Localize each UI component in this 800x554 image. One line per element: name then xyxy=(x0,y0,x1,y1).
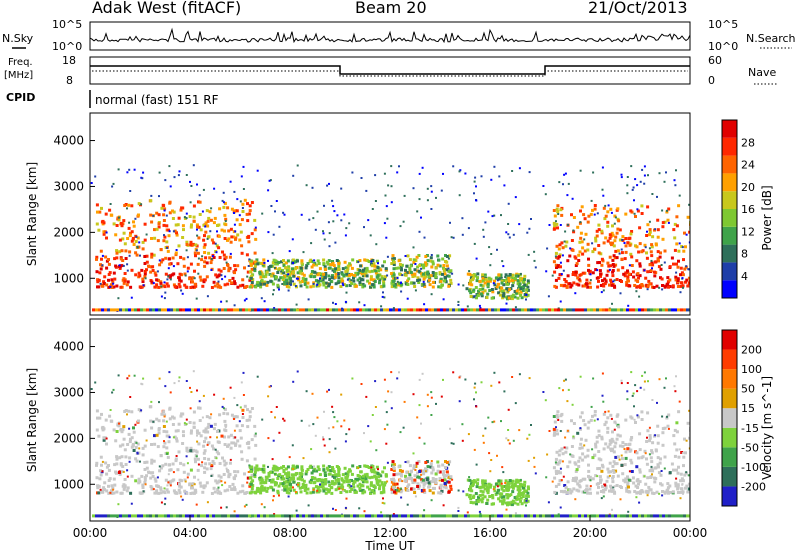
cpid-text: normal (fast) 151 RF xyxy=(95,93,219,107)
colorbar-tick-label: 50 xyxy=(741,383,755,396)
freq-panel-frame xyxy=(89,56,691,85)
colorbar-swatch xyxy=(722,137,737,156)
colorbar-swatch xyxy=(722,155,737,174)
velocity-ylabel: Slant Range [km] xyxy=(25,368,39,472)
velocity-scatter xyxy=(90,370,690,518)
nave-trace xyxy=(92,70,688,77)
colorbar-tick-label: 4 xyxy=(741,270,748,283)
colorbar-tick-label: 28 xyxy=(741,136,755,149)
colorbar-swatch xyxy=(722,262,737,281)
y-tick-label: 1000 xyxy=(53,477,84,491)
date-title: 21/Oct/2013 xyxy=(588,0,688,17)
y-tick-label: 3000 xyxy=(53,179,84,193)
noise-trace xyxy=(89,27,691,44)
colorbar-tick-label: 24 xyxy=(741,159,755,172)
colorbar-swatch xyxy=(722,427,737,448)
colorbar-swatch xyxy=(722,330,737,350)
colorbar-swatch xyxy=(722,486,737,506)
x-tick-label: 00:00 xyxy=(73,526,108,540)
x-axis-label: Time UT xyxy=(364,539,415,553)
colorbar-tick-label: -15 xyxy=(741,422,759,435)
freq-unit: [MHz] xyxy=(4,70,33,81)
nave-label: Nave xyxy=(748,66,776,79)
colorbar-tick-label: -200 xyxy=(741,480,766,493)
nsky-tick-top: 10^5 xyxy=(52,18,82,31)
colorbar-tick-label: -100 xyxy=(741,461,766,474)
x-tick-label: 00:00 xyxy=(673,526,708,540)
colorbar-swatch xyxy=(722,388,737,409)
colorbar-tick-label: 200 xyxy=(741,344,762,357)
y-tick-label: 4000 xyxy=(53,134,84,148)
colorbar-swatch xyxy=(722,408,737,428)
colorbar-swatch xyxy=(722,280,737,298)
freq-tick-top: 18 xyxy=(62,54,76,67)
freq-trace xyxy=(90,65,690,75)
nsky-panel-frame xyxy=(89,21,691,51)
y-tick-label: 2000 xyxy=(53,225,84,239)
x-tick-label: 16:00 xyxy=(473,526,508,540)
nsearch-label: N.Search xyxy=(746,32,796,45)
x-tick-label: 12:00 xyxy=(373,526,408,540)
x-tick-label: 04:00 xyxy=(173,526,208,540)
station-title: Adak West (fitACF) xyxy=(92,0,242,17)
velocity-colorbar-label: Velocity [m s^-1] xyxy=(760,376,774,480)
colorbar-swatch xyxy=(722,369,737,389)
y-tick-label: 1000 xyxy=(53,271,84,285)
power-ylabel: Slant Range [km] xyxy=(25,162,39,266)
colorbar-swatch xyxy=(722,209,737,227)
nsky-tick-bottom: 10^0 xyxy=(52,40,82,53)
y-tick-label: 3000 xyxy=(53,385,84,399)
colorbar-swatch xyxy=(722,466,737,487)
colorbar-swatch xyxy=(722,173,737,192)
y-tick-label: 4000 xyxy=(53,340,84,354)
colorbar-swatch xyxy=(722,191,737,209)
colorbar-swatch xyxy=(722,447,737,467)
colorbar-tick-label: 20 xyxy=(741,181,755,194)
nave-tick-bottom: 0 xyxy=(708,74,715,87)
colorbar-swatch xyxy=(722,349,737,370)
x-tick-label: 08:00 xyxy=(273,526,308,540)
colorbar-tick-label: 8 xyxy=(741,248,748,261)
nsky-label: N.Sky xyxy=(2,32,34,45)
colorbar-tick-label: -50 xyxy=(741,441,759,454)
colorbar-swatch xyxy=(722,244,737,263)
colorbar-tick-label: 15 xyxy=(741,402,755,415)
colorbar-tick-label: 16 xyxy=(741,203,755,216)
cpid-label: CPID xyxy=(6,91,35,104)
colorbar-swatch xyxy=(722,120,737,138)
colorbar-tick-label: 12 xyxy=(741,225,755,238)
colorbar-tick-label: 100 xyxy=(741,363,762,376)
power-colorbar-label: Power [dB] xyxy=(760,185,774,250)
freq-label: Freq. xyxy=(8,57,33,68)
beam-title: Beam 20 xyxy=(355,0,427,17)
nave-tick-top: 60 xyxy=(708,54,722,67)
y-tick-label: 2000 xyxy=(53,431,84,445)
power-scatter xyxy=(90,164,690,312)
power-panel-frame xyxy=(89,112,691,316)
nsearch-tick-top: 10^5 xyxy=(708,18,738,31)
x-tick-label: 20:00 xyxy=(573,526,608,540)
colorbar-swatch xyxy=(722,226,737,245)
nsearch-tick-bottom: 10^0 xyxy=(708,40,738,53)
freq-tick-bottom: 8 xyxy=(66,74,73,87)
